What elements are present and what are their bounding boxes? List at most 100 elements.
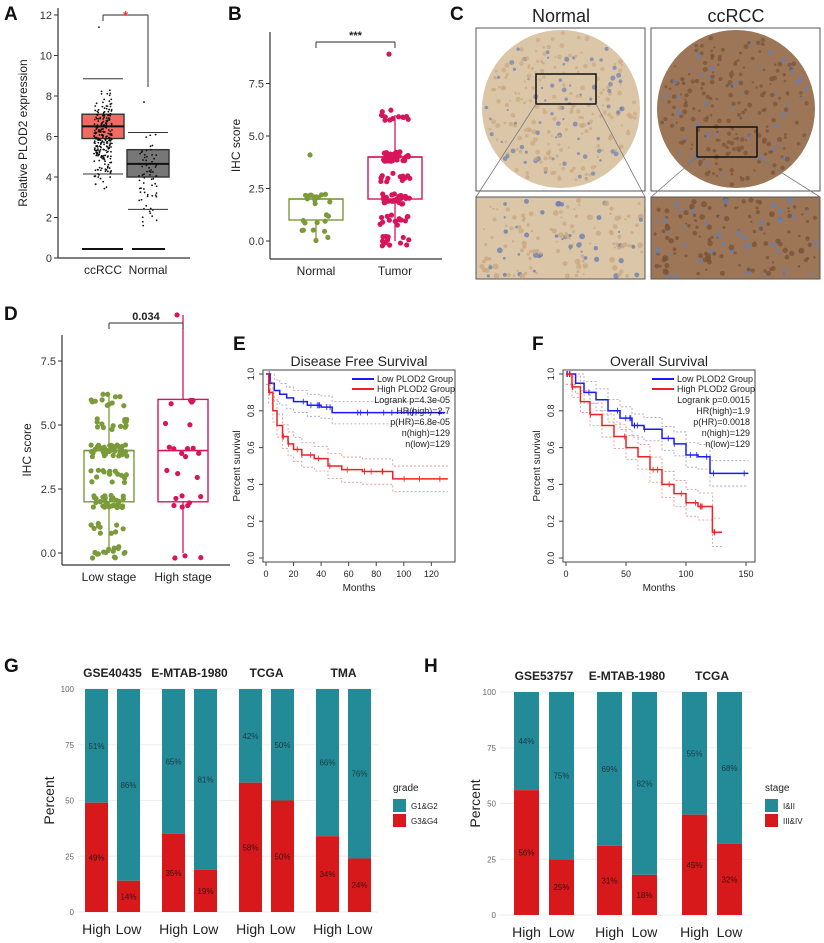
tissue-speck: [549, 227, 553, 231]
tissue-speck: [684, 127, 688, 130]
tissue-speck: [701, 201, 707, 208]
tissue-speck: [551, 157, 555, 161]
tissue-speck: [767, 49, 773, 55]
data-point: [103, 123, 106, 126]
tissue-speck: [565, 233, 568, 237]
tissue-speck: [683, 102, 688, 108]
data-point: [106, 170, 109, 173]
tissue-speck: [533, 156, 539, 161]
data-point: [117, 394, 123, 400]
tissue-speck: [734, 206, 738, 210]
tissue-speck: [687, 88, 693, 94]
tissue-speck: [550, 37, 555, 41]
tissue-speck: [584, 36, 590, 41]
data-point: [174, 312, 180, 318]
data-point: [97, 176, 100, 178]
tissue-speck: [709, 79, 715, 85]
tissue-speck: [568, 234, 572, 238]
data-point: [151, 160, 153, 163]
zoom-guide: [475, 103, 537, 198]
x-tick-label: High: [313, 921, 342, 937]
tissue-speck: [790, 68, 795, 74]
tissue-speck: [607, 88, 612, 94]
tissue-speck: [483, 228, 486, 231]
data-point: [102, 118, 105, 120]
tissue-speck: [525, 171, 530, 175]
tissue-speck: [675, 121, 678, 124]
tissue-speck: [775, 68, 780, 73]
tissue-speck: [532, 96, 535, 99]
tissue-speck: [690, 147, 693, 151]
data-point: [378, 174, 384, 180]
tissue-speck: [738, 263, 741, 267]
tissue-speck: [557, 105, 562, 111]
y-tick-label: 0.6: [246, 441, 256, 454]
tissue-speck: [526, 252, 530, 256]
data-point: [379, 238, 386, 244]
tissue-speck: [703, 117, 709, 123]
bar-segment-III&IV: [597, 845, 622, 915]
tissue-speck: [669, 123, 675, 128]
tissue-speck: [552, 94, 557, 99]
tissue-speck: [729, 71, 735, 77]
tissue-speck: [776, 136, 783, 142]
tissue-speck: [773, 141, 777, 145]
y-tick-label: 4: [46, 172, 52, 184]
tissue-speck: [752, 229, 757, 234]
data-point: [138, 187, 141, 190]
tissue-speck: [745, 175, 751, 181]
tissue-speck: [708, 35, 714, 41]
tissue-speck: [722, 173, 726, 178]
survival-curve-low: [566, 373, 749, 475]
data-point: [111, 545, 117, 551]
tissue-speck: [572, 230, 576, 234]
box-low-stage: [83, 391, 135, 561]
y-axis-label: IHC score: [20, 423, 34, 477]
tissue-speck: [700, 43, 704, 48]
data-point: [94, 105, 97, 107]
tissue-speck: [696, 53, 702, 59]
tissue-speck: [663, 269, 669, 276]
tissue-speck: [778, 96, 782, 100]
tissue-speck: [746, 134, 751, 139]
tissue-speck: [731, 101, 736, 106]
tissue-speck: [487, 257, 492, 261]
data-point: [327, 199, 333, 205]
tissue-speck: [633, 116, 637, 120]
tissue-speck: [802, 133, 807, 138]
bar-value-label: 68%: [721, 764, 737, 773]
tissue-speck: [706, 224, 713, 230]
data-point: [98, 166, 101, 169]
tissue-speck: [762, 139, 767, 144]
facet-title: TMA: [331, 666, 357, 680]
data-point: [155, 164, 158, 167]
data-point: [109, 143, 111, 146]
tissue-speck: [616, 72, 622, 78]
tissue-speck: [781, 112, 787, 118]
x-tick-label: 100: [396, 569, 411, 579]
bar-value-label: 58%: [242, 843, 258, 852]
data-point: [105, 107, 108, 110]
tissue-speck: [528, 256, 532, 261]
data-point: [162, 420, 169, 427]
tissue-speck: [762, 68, 766, 72]
tissue-speck: [781, 144, 785, 148]
y-tick-label: 0: [70, 908, 75, 917]
tissue-speck: [698, 159, 703, 165]
data-point: [88, 468, 94, 474]
tissue-speck: [694, 43, 698, 48]
tissue-speck: [763, 269, 767, 273]
tissue-speck: [535, 248, 540, 254]
tissue-speck: [589, 57, 594, 62]
data-point: [152, 171, 154, 173]
tissue-speck: [638, 217, 643, 222]
data-point: [109, 112, 112, 115]
tissue-speck: [737, 101, 741, 105]
magnified-image: [475, 196, 646, 280]
data-point: [109, 479, 115, 485]
data-point: [110, 108, 113, 111]
data-point: [385, 234, 391, 240]
tissue-speck: [491, 119, 497, 125]
tissue-speck: [512, 114, 516, 118]
tissue-speck: [787, 213, 793, 219]
